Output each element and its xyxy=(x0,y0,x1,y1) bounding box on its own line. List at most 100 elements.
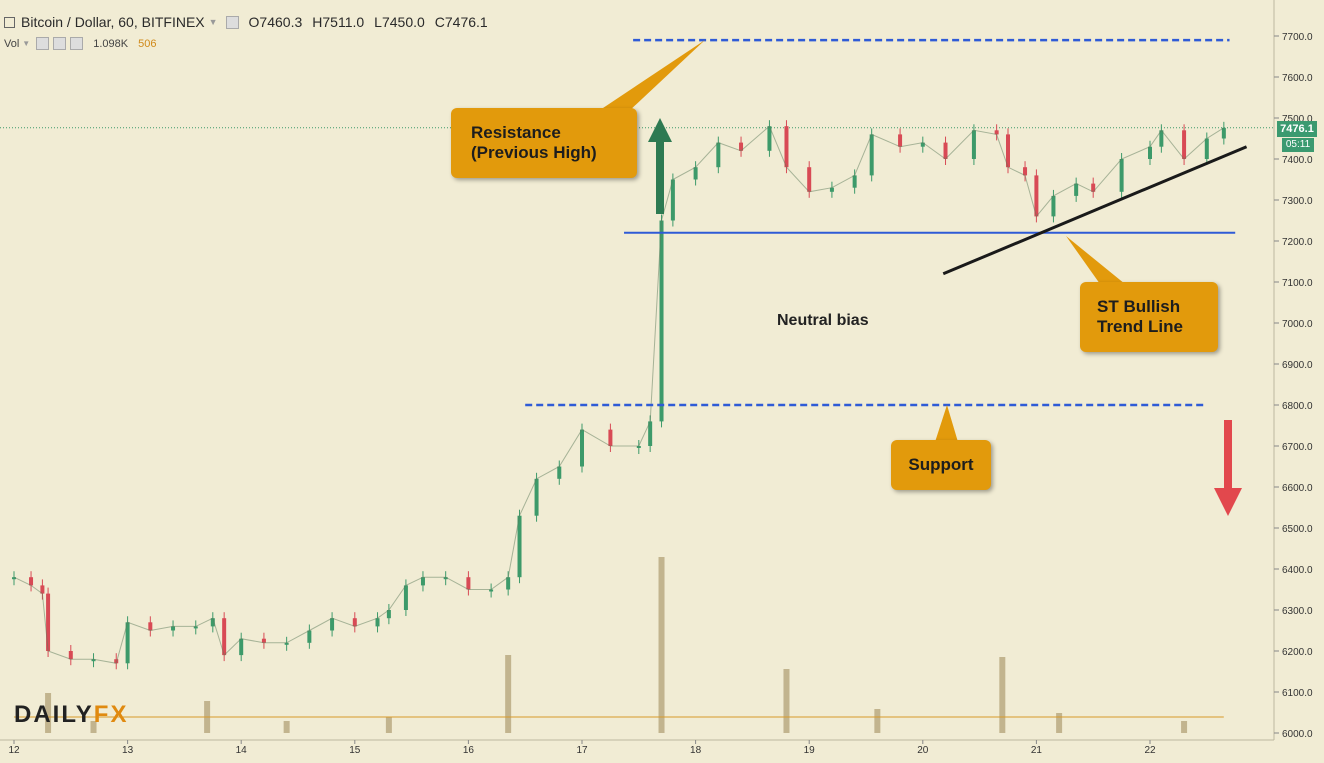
x-tick-label: 17 xyxy=(576,745,588,756)
resistance-label: Resistance xyxy=(471,123,561,142)
resistance-sublabel: (Previous High) xyxy=(471,143,597,162)
candle-body xyxy=(807,167,812,192)
volume-ma-value: 506 xyxy=(138,37,157,50)
y-tick-label: 6200.0 xyxy=(1282,647,1313,658)
ohlc-open: O7460.3 xyxy=(248,14,303,30)
chart-title[interactable]: Bitcoin / Dollar, 60, BITFINEX xyxy=(21,14,205,30)
x-tick-label: 20 xyxy=(917,745,929,756)
support-label: Support xyxy=(908,455,974,474)
volume-bar xyxy=(658,557,665,733)
candle-body xyxy=(222,618,227,656)
close-icon[interactable] xyxy=(70,37,84,50)
volume-bar xyxy=(505,655,512,733)
trend-sublabel: Trend Line xyxy=(1097,317,1183,336)
candle-body xyxy=(1119,159,1124,192)
y-tick-label: 6500.0 xyxy=(1282,524,1313,535)
candle-body xyxy=(869,134,874,176)
y-tick-label: 7400.0 xyxy=(1282,155,1313,166)
eye-icon[interactable] xyxy=(36,37,50,50)
x-tick-label: 14 xyxy=(236,745,248,756)
volume-value: 1.098K xyxy=(93,37,129,50)
candle-body xyxy=(557,466,562,479)
y-tick-label: 7500.0 xyxy=(1282,114,1313,125)
volume-bar xyxy=(90,721,97,733)
candle-body xyxy=(210,618,215,627)
candle-body xyxy=(1034,175,1039,217)
candle-body xyxy=(1159,130,1164,147)
x-tick-label: 15 xyxy=(349,745,361,756)
y-tick-label: 6900.0 xyxy=(1282,360,1313,371)
y-tick-label: 6700.0 xyxy=(1282,442,1313,453)
y-tick-label: 6800.0 xyxy=(1282,401,1313,412)
candle-body xyxy=(580,429,584,467)
candle-body xyxy=(466,577,471,590)
candle-body xyxy=(40,585,45,594)
logo-daily: DAILY xyxy=(14,701,94,728)
candle-body xyxy=(648,421,653,446)
resistance-callout-pointer xyxy=(600,40,705,112)
y-tick-label: 6100.0 xyxy=(1282,688,1313,699)
candle-body xyxy=(12,577,16,580)
candle-body xyxy=(193,626,198,629)
candle-body xyxy=(971,130,976,159)
candle-body xyxy=(443,577,448,580)
y-tick-label: 7600.0 xyxy=(1282,73,1313,84)
candle-body xyxy=(829,187,834,192)
candle-body xyxy=(943,142,948,159)
candle-body xyxy=(767,126,772,151)
candle-body xyxy=(920,142,925,147)
volume-bar xyxy=(45,693,52,733)
candle-body xyxy=(1074,183,1079,196)
candle-body xyxy=(898,134,903,147)
y-tick-label: 6000.0 xyxy=(1282,729,1313,740)
symbol-icon[interactable] xyxy=(4,16,15,28)
candle-body xyxy=(29,577,34,586)
candle-body xyxy=(352,618,357,627)
chevron-down-icon[interactable]: ▼ xyxy=(22,39,31,48)
candle-body xyxy=(239,638,244,656)
logo-fx: FX xyxy=(93,701,129,728)
y-tick-label: 7000.0 xyxy=(1282,319,1313,330)
dailyfx-logo: DAILYFX xyxy=(14,701,128,729)
up-arrow-icon xyxy=(648,118,672,142)
candle-body xyxy=(386,610,391,619)
candle-body xyxy=(994,130,999,135)
candle-body xyxy=(307,630,312,643)
volume-bar xyxy=(1181,721,1188,733)
candle-body xyxy=(148,622,153,631)
candle-body xyxy=(114,659,119,664)
candle-body xyxy=(784,126,789,168)
candle-body xyxy=(636,446,641,448)
candle-body xyxy=(284,642,289,645)
volume-bar xyxy=(874,709,881,733)
volume-label[interactable]: Vol xyxy=(4,37,20,50)
candle-body xyxy=(693,167,698,180)
y-tick-label: 7300.0 xyxy=(1282,196,1313,207)
support-callout-pointer xyxy=(935,405,958,442)
candle-body xyxy=(489,589,494,592)
ohlc-high: H7511.0 xyxy=(312,14,365,30)
candle-body xyxy=(261,638,266,643)
neutral-bias-label: Neutral bias xyxy=(777,312,869,329)
settings-icon[interactable] xyxy=(53,37,67,50)
last-price-badge: 7476.1 xyxy=(1277,121,1317,137)
y-tick-label: 6600.0 xyxy=(1282,483,1313,494)
candle-body xyxy=(171,626,176,631)
candle-body xyxy=(125,622,130,664)
candle-body xyxy=(506,577,511,590)
chevron-down-icon[interactable]: ▼ xyxy=(208,17,218,27)
down-arrow-icon xyxy=(1214,488,1242,516)
volume-bar xyxy=(1056,713,1063,733)
candle-body xyxy=(1182,130,1187,159)
price-line xyxy=(13,125,1225,664)
candle-body xyxy=(420,577,425,586)
candle-body xyxy=(330,618,335,631)
resistance-callout: Resistance (Previous High) xyxy=(451,108,637,178)
candle-body xyxy=(608,429,613,446)
candle-body xyxy=(1204,138,1209,159)
settings-icon[interactable] xyxy=(225,15,239,29)
candle-body xyxy=(91,659,96,662)
candle-body xyxy=(659,220,664,422)
